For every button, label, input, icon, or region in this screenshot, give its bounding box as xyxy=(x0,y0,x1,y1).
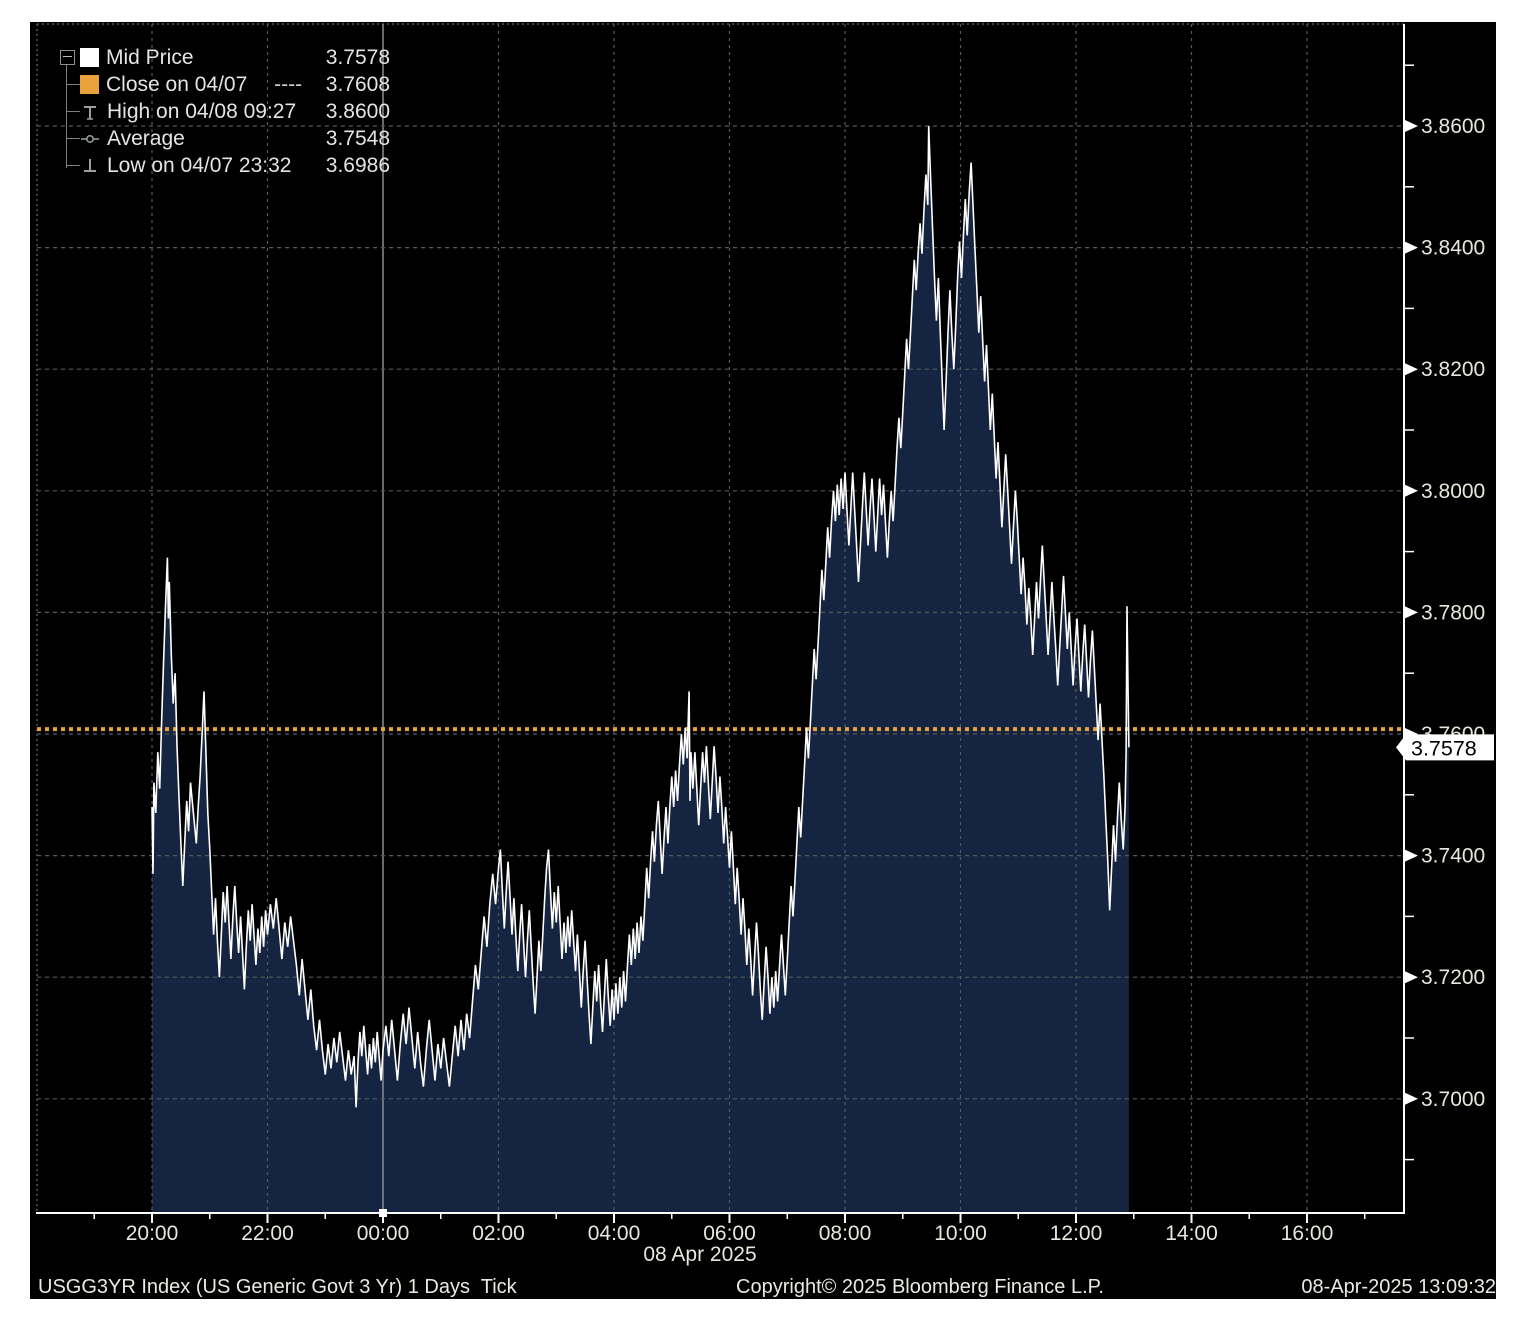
x-axis-label: 14:00 xyxy=(1165,1222,1218,1245)
y-axis-label: 3.7400 xyxy=(1421,845,1485,868)
y-tick-arrow-icon xyxy=(1405,363,1418,376)
x-axis-label: 22:00 xyxy=(241,1222,294,1245)
legend-value: 3.6986 xyxy=(325,154,390,177)
legend-tree-stub xyxy=(66,111,80,112)
chart-legend: Mid Price 3.7578 Close on 04/07 ---- 3.7… xyxy=(50,44,390,179)
y-tick-arrow-icon xyxy=(1405,484,1418,497)
legend-tree-stub xyxy=(66,84,80,85)
y-axis-label: 3.7200 xyxy=(1421,966,1485,989)
x-axis-label: 08:00 xyxy=(819,1222,872,1245)
last-price-tag-value: 3.7578 xyxy=(1411,736,1477,760)
legend-item-close[interactable]: Close on 04/07 ---- 3.7608 xyxy=(50,71,390,98)
legend-value: 3.7578 xyxy=(325,46,390,69)
session-break-marker xyxy=(379,1209,387,1217)
legend-label: Low on 04/07 23:32 xyxy=(107,154,292,177)
legend-item-average[interactable]: Average 3.7548 xyxy=(50,125,390,152)
legend-value: 3.7608 xyxy=(325,73,390,96)
last-price-tag xyxy=(1396,734,1494,761)
mid-price-series-line xyxy=(151,125,1130,1108)
y-axis-label: 3.7800 xyxy=(1421,601,1485,624)
low-marker-icon xyxy=(84,158,96,172)
y-tick-arrow-icon xyxy=(1405,1092,1418,1105)
y-axis-label: 3.8400 xyxy=(1421,237,1485,260)
close-swatch-icon xyxy=(80,75,99,94)
legend-item-high[interactable]: High on 04/08 09:27 3.8600 xyxy=(50,98,390,125)
legend-value: 3.7548 xyxy=(325,127,390,150)
legend-label: Mid Price xyxy=(106,46,194,69)
x-axis-label: 20:00 xyxy=(126,1222,179,1245)
mid-price-swatch-icon xyxy=(80,48,99,67)
x-axis-label: 00:00 xyxy=(357,1222,410,1245)
y-axis-label: 3.7000 xyxy=(1421,1088,1485,1111)
close-dash-sample: ---- xyxy=(268,73,308,96)
x-axis-date-label: 08 Apr 2025 xyxy=(643,1243,757,1266)
y-axis-label: 3.8200 xyxy=(1421,358,1485,381)
copyright-text: Copyright© 2025 Bloomberg Finance L.P. xyxy=(736,1276,1104,1298)
y-axis-label: 3.8600 xyxy=(1421,115,1485,138)
y-tick-arrow-icon xyxy=(1405,849,1418,862)
series-area-fill xyxy=(152,126,1129,1213)
y-tick-arrow-icon xyxy=(1405,606,1418,619)
x-axis-label: 04:00 xyxy=(588,1222,641,1245)
legend-label: Average xyxy=(107,127,185,150)
y-tick-arrow-icon xyxy=(1405,120,1418,132)
x-axis-label: 12:00 xyxy=(1050,1222,1103,1245)
y-tick-arrow-icon xyxy=(1405,971,1418,984)
security-description: USGG3YR Index (US Generic Govt 3 Yr) 1 D… xyxy=(38,1276,517,1298)
x-axis-label: 02:00 xyxy=(472,1222,525,1245)
legend-tree-stub xyxy=(66,165,80,166)
x-axis-label: 06:00 xyxy=(703,1222,756,1245)
average-marker-icon xyxy=(81,134,99,143)
legend-label: High on 04/08 09:27 xyxy=(107,100,297,123)
legend-tree-line xyxy=(66,65,67,168)
legend-value: 3.8600 xyxy=(325,100,390,123)
x-axis-label: 10:00 xyxy=(934,1222,987,1245)
legend-label: Close on 04/07 xyxy=(106,73,248,96)
legend-collapse-icon[interactable] xyxy=(60,50,75,65)
legend-tree-stub xyxy=(66,138,80,139)
high-marker-icon xyxy=(84,105,96,120)
legend-item-mid-price[interactable]: Mid Price 3.7578 xyxy=(50,44,390,71)
footer-timestamp: 08-Apr-2025 13:09:32 xyxy=(1301,1276,1496,1298)
x-axis-label: 16:00 xyxy=(1281,1222,1334,1245)
plot-area[interactable] xyxy=(36,24,1404,1213)
y-axis-label: 3.8000 xyxy=(1421,480,1485,503)
legend-item-low[interactable]: Low on 04/07 23:32 3.6986 xyxy=(50,152,390,179)
y-tick-arrow-icon xyxy=(1405,241,1418,254)
